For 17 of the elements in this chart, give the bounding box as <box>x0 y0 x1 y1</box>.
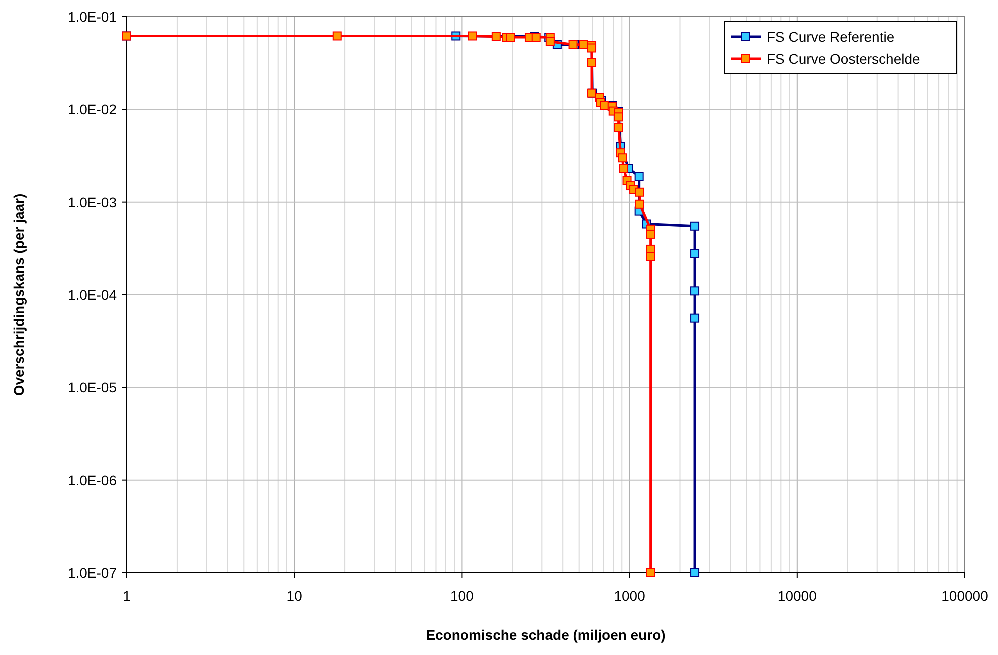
legend-label: FS Curve Oosterschelde <box>767 51 920 67</box>
y-axis-title: Overschrijdingskans (per jaar) <box>11 194 27 396</box>
x-tick-label: 100000 <box>942 588 989 604</box>
y-tick-label: 1.0E-07 <box>68 565 118 581</box>
y-tick-label: 1.0E-01 <box>68 9 118 25</box>
y-tick-label: 1.0E-03 <box>68 194 118 210</box>
x-tick-label: 10000 <box>778 588 818 604</box>
y-tick-label: 1.0E-05 <box>68 380 118 396</box>
x-tick-label: 1000 <box>614 588 646 604</box>
legend-label: FS Curve Referentie <box>767 29 895 45</box>
x-tick-label: 1 <box>123 588 132 604</box>
x-tick-label: 10 <box>286 588 303 604</box>
y-tick-label: 1.0E-04 <box>68 287 118 303</box>
x-tick-label: 100 <box>450 588 474 604</box>
y-tick-label: 1.0E-06 <box>68 472 118 488</box>
x-axis-title: Economische schade (miljoen euro) <box>426 627 666 643</box>
y-tick-label: 1.0E-02 <box>68 102 118 118</box>
